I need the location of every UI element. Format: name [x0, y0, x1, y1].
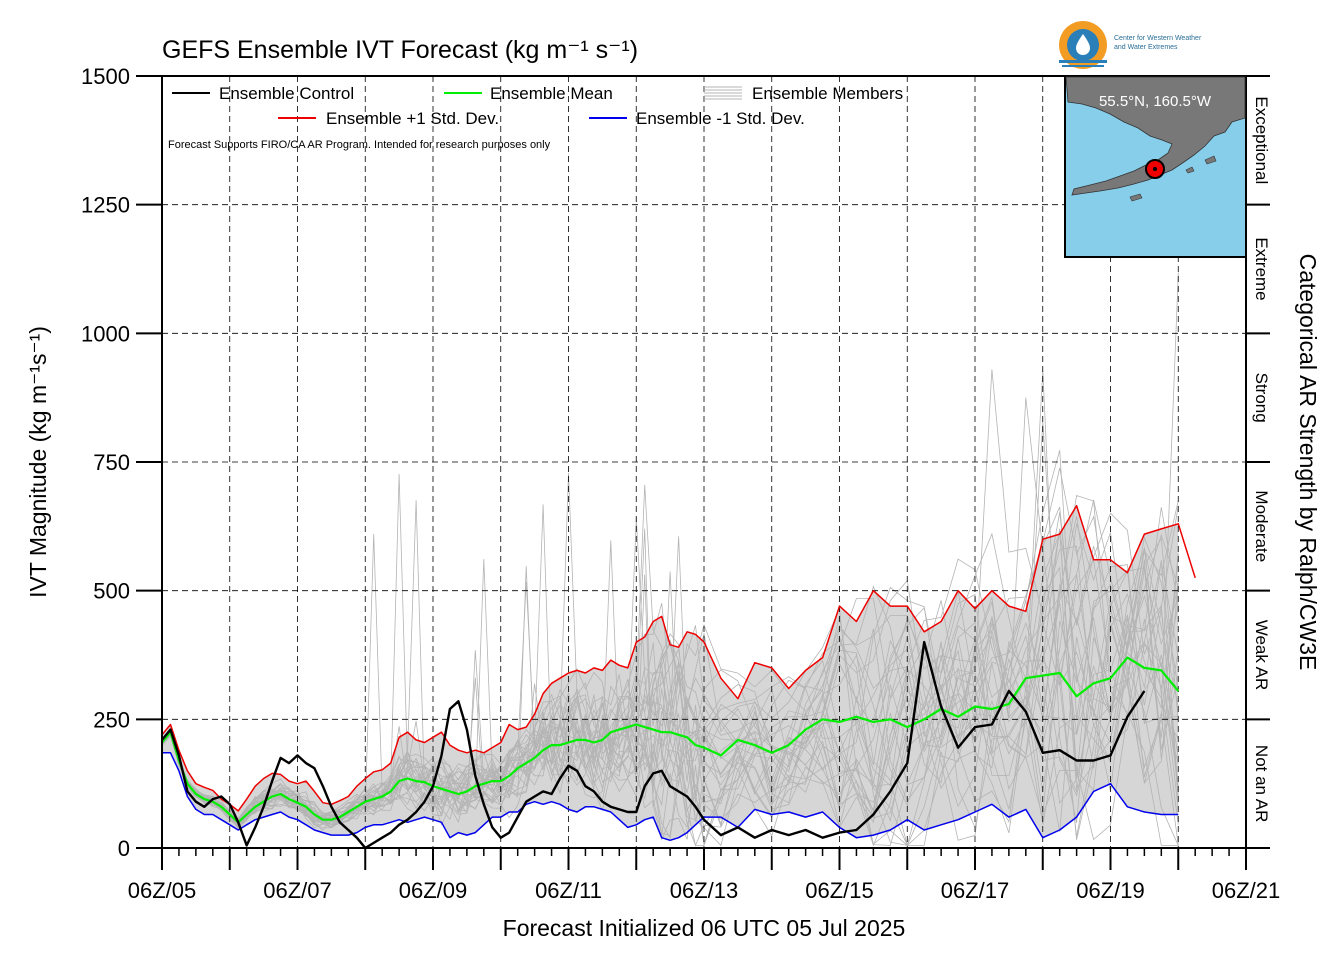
series-line-control	[162, 640, 1146, 848]
logo-wave-2	[1062, 65, 1104, 67]
category-label: Moderate	[1252, 490, 1271, 562]
plot-area	[162, 76, 1246, 848]
series-line-mean	[162, 656, 1180, 824]
series-line-minus	[162, 752, 1179, 842]
series-line-plus	[162, 504, 1196, 812]
y-tick-label: 1250	[81, 193, 130, 218]
x-tick-label: 06Z/19	[1076, 878, 1145, 903]
x-tick-label: 06Z/17	[941, 878, 1010, 903]
logo-wave-1	[1059, 60, 1107, 63]
chart-title: GEFS Ensemble IVT Forecast (kg m⁻¹ s⁻¹)	[162, 36, 638, 64]
ensemble-member-line	[162, 561, 1179, 825]
x-tick-label: 06Z/21	[1212, 878, 1281, 903]
y-tick-label: 1500	[81, 64, 130, 89]
legend-members-label: Ensemble Members	[752, 84, 903, 103]
disclaimer-note: Forecast Supports FIRO/CA AR Program. In…	[168, 139, 551, 151]
y-tick-label: 1000	[81, 321, 130, 346]
inset-land	[1065, 76, 1246, 196]
ensemble-member-line	[162, 537, 1179, 847]
location-marker-center	[1153, 167, 1157, 171]
x-tick-label: 06Z/13	[670, 878, 739, 903]
grid-layer	[162, 76, 1246, 848]
y-tick-label: 500	[93, 579, 130, 604]
x-axis: 06Z/05 06Z/07 06Z/09 06Z/11 06Z/13 06Z/15 06Z/…	[128, 848, 1281, 903]
x-axis-title: Forecast Initialized 06 UTC 05 Jul 2025	[503, 915, 906, 941]
logo-line-2: and Water Extremes	[1114, 44, 1178, 51]
x-tick-label: 06Z/15	[805, 878, 874, 903]
y-tick-label: 250	[93, 707, 130, 732]
spread-fill-layer	[162, 505, 1179, 841]
ensemble-member-line	[162, 586, 1179, 846]
category-axis: Not an AR Weak AR Moderate Strong Extreme Exc…	[1246, 75, 1271, 849]
x-tick-label: 06Z/05	[128, 878, 197, 903]
y-axis: 0 250 500 750 1000 1250 1500	[81, 64, 162, 861]
legend-mean-label: Ensemble Mean	[490, 84, 613, 103]
x-tick-label: 06Z/07	[263, 878, 332, 903]
ensemble-member-line	[162, 421, 1179, 825]
category-label: Strong	[1252, 373, 1271, 423]
cw3e-logo: Center for Western Weather and Water Ext…	[1059, 21, 1202, 69]
y2-axis-title: Categorical AR Strength by Ralph/CW3E	[1295, 254, 1321, 671]
category-label: Not an AR	[1252, 745, 1271, 823]
series-layer	[162, 504, 1196, 848]
ensemble-member-line	[162, 504, 1179, 837]
x-tick-label: 06Z/09	[399, 878, 468, 903]
legend-plus-label: Ensemble +1 Std. Dev.	[326, 109, 499, 128]
legend-control-label: Ensemble Control	[219, 84, 354, 103]
x-tick-label: 06Z/11	[535, 878, 602, 903]
ensemble-member-line	[162, 546, 1179, 837]
y-tick-label: 0	[118, 836, 130, 861]
legend-members-swatch	[704, 86, 742, 100]
spread-fill	[162, 505, 1179, 841]
logo-line-1: Center for Western Weather	[1114, 35, 1202, 42]
inset-map: 55.5°N, 160.5°W	[1064, 75, 1247, 258]
ensemble-member-line	[162, 569, 1179, 826]
category-label: Exceptional	[1252, 96, 1271, 184]
category-label: Extreme	[1252, 237, 1271, 300]
logo-drop	[1076, 34, 1090, 55]
inset-islands	[1129, 155, 1217, 202]
ensemble-member-line	[162, 369, 1179, 846]
inset-location-label: 55.5°N, 160.5°W	[1099, 93, 1212, 110]
y-axis-title: IVT Magnitude (kg m⁻¹s⁻¹)	[25, 326, 51, 598]
legend: Ensemble Control Ensemble Mean Ensemble …	[168, 84, 903, 151]
y-tick-label: 750	[93, 450, 130, 475]
category-label: Weak AR	[1252, 620, 1271, 691]
legend-minus-label: Ensemble -1 Std. Dev.	[636, 109, 805, 128]
